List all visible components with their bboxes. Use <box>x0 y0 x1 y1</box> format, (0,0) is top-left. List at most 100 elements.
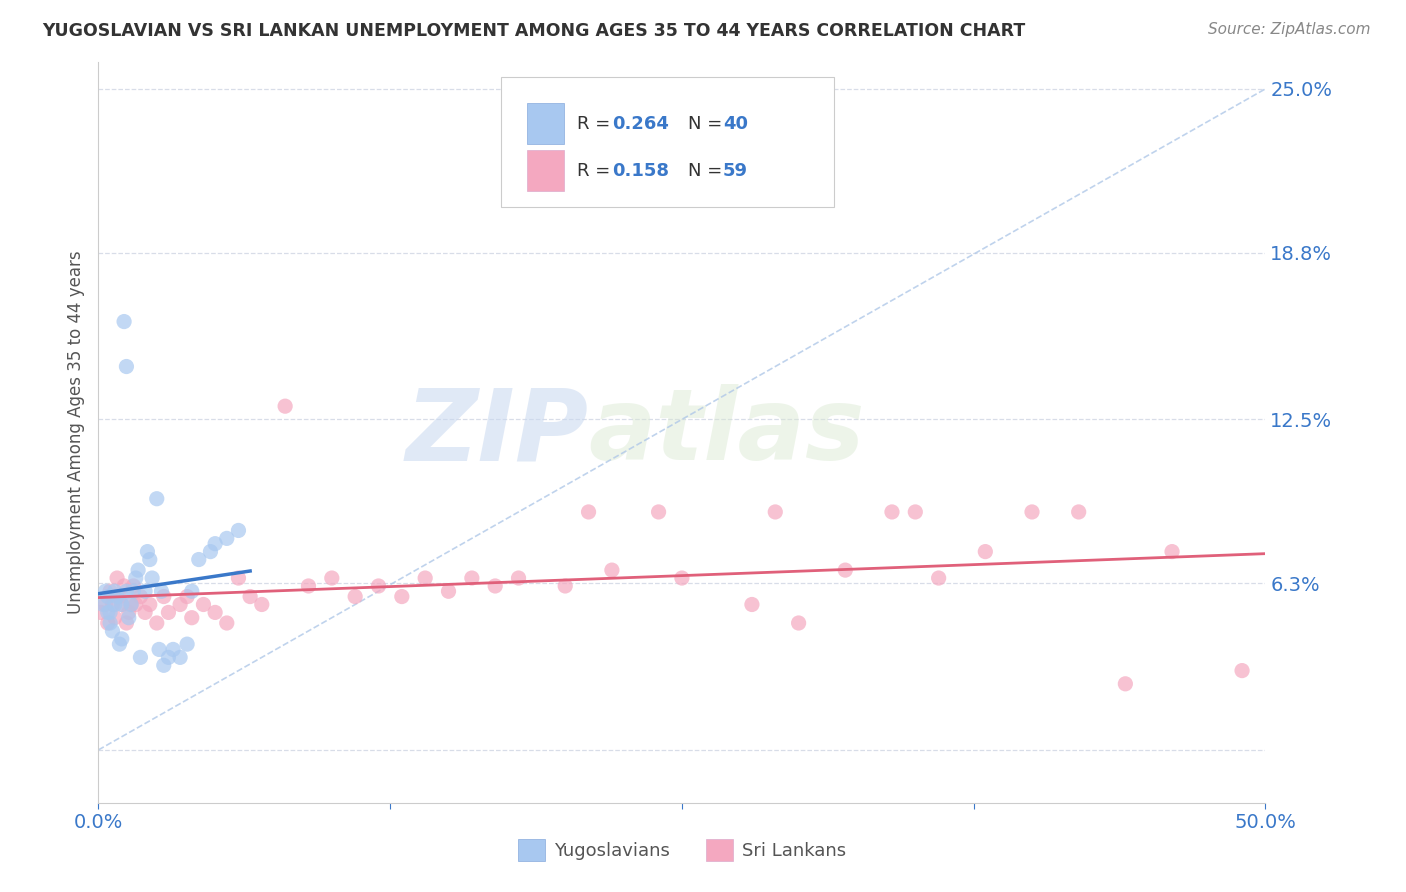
Point <box>1161 544 1184 558</box>
Point <box>115 584 138 599</box>
Point <box>391 590 413 604</box>
Point <box>134 606 156 620</box>
Point <box>169 598 191 612</box>
Point <box>344 590 367 604</box>
Point <box>118 606 141 620</box>
FancyBboxPatch shape <box>527 150 564 191</box>
Point <box>228 571 250 585</box>
Point <box>437 584 460 599</box>
Point <box>101 598 124 612</box>
Point <box>148 642 170 657</box>
Point <box>125 571 148 585</box>
Point <box>125 598 148 612</box>
Point <box>104 598 127 612</box>
Point <box>112 579 135 593</box>
Point <box>834 563 856 577</box>
Point <box>98 606 121 620</box>
Text: N =: N = <box>688 161 728 179</box>
Point <box>180 611 202 625</box>
Point <box>647 505 669 519</box>
Point <box>1230 664 1253 678</box>
Point <box>141 571 163 585</box>
Text: Source: ZipAtlas.com: Source: ZipAtlas.com <box>1208 22 1371 37</box>
Point <box>600 563 623 577</box>
Point <box>90 606 112 620</box>
Point <box>91 598 114 612</box>
Text: R =: R = <box>576 161 621 179</box>
Point <box>180 584 202 599</box>
FancyBboxPatch shape <box>527 103 564 144</box>
Point <box>239 590 262 604</box>
Point <box>578 505 600 519</box>
Point <box>1021 505 1043 519</box>
Point <box>974 544 997 558</box>
Point <box>120 598 142 612</box>
Point <box>152 590 174 604</box>
Point <box>104 584 127 599</box>
Point <box>880 505 903 519</box>
Point <box>215 615 238 630</box>
FancyBboxPatch shape <box>501 78 834 207</box>
Point <box>1067 505 1090 519</box>
Y-axis label: Unemployment Among Ages 35 to 44 years: Unemployment Among Ages 35 to 44 years <box>66 251 84 615</box>
Text: YUGOSLAVIAN VS SRI LANKAN UNEMPLOYMENT AMONG AGES 35 TO 44 YEARS CORRELATION CHA: YUGOSLAVIAN VS SRI LANKAN UNEMPLOYMENT A… <box>42 22 1025 40</box>
Text: ZIP: ZIP <box>405 384 589 481</box>
Point <box>127 563 149 577</box>
Point <box>120 598 142 612</box>
Point <box>112 315 135 329</box>
Point <box>105 590 128 604</box>
Point <box>904 505 927 519</box>
Point <box>105 571 128 585</box>
Point <box>97 606 120 620</box>
Point <box>554 579 576 593</box>
Point <box>204 606 226 620</box>
Point <box>139 552 162 566</box>
Point <box>763 505 786 519</box>
Point <box>129 650 152 665</box>
Point <box>97 615 120 630</box>
Point <box>94 598 117 612</box>
Point <box>129 590 152 604</box>
Text: R =: R = <box>576 115 616 133</box>
Point <box>250 598 273 612</box>
Point <box>228 524 250 538</box>
Point <box>122 584 145 599</box>
Text: atlas: atlas <box>589 384 865 481</box>
Text: 59: 59 <box>723 161 748 179</box>
Point <box>741 598 763 612</box>
Text: 0.158: 0.158 <box>612 161 669 179</box>
Point <box>484 579 506 593</box>
Point <box>115 615 138 630</box>
Point <box>139 598 162 612</box>
Point <box>146 615 169 630</box>
Point <box>157 650 180 665</box>
Point <box>108 590 131 604</box>
Point <box>176 637 198 651</box>
Point <box>274 399 297 413</box>
Point <box>461 571 484 585</box>
Point <box>98 615 121 630</box>
Point <box>176 590 198 604</box>
Text: 40: 40 <box>723 115 748 133</box>
Point <box>508 571 530 585</box>
Point <box>200 544 222 558</box>
Point <box>111 598 134 612</box>
Point <box>204 536 226 550</box>
Point <box>152 658 174 673</box>
Point <box>134 584 156 599</box>
Point <box>97 590 120 604</box>
Point <box>94 584 117 599</box>
Point <box>104 611 127 625</box>
Point <box>122 579 145 593</box>
Point <box>297 579 319 593</box>
Point <box>787 615 810 630</box>
Point <box>118 611 141 625</box>
Point <box>413 571 436 585</box>
Point <box>162 642 184 657</box>
Point <box>215 532 238 546</box>
Point <box>157 606 180 620</box>
Text: 0.264: 0.264 <box>612 115 669 133</box>
Point <box>1114 677 1136 691</box>
Point <box>98 584 121 599</box>
Point <box>111 598 134 612</box>
